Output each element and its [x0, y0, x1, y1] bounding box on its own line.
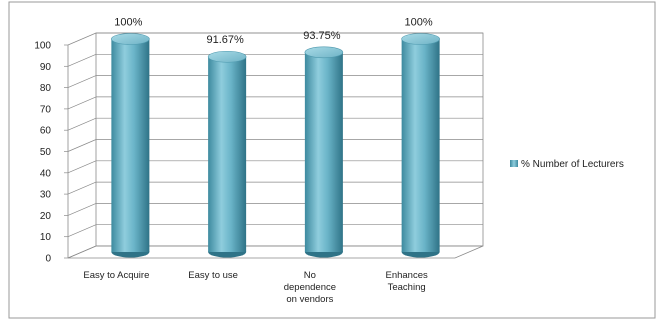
bar-body	[401, 39, 440, 252]
y-tick-label: 100	[34, 41, 51, 52]
legend-label: % Number of Lecturers	[521, 159, 624, 170]
data-label: 91.67%	[206, 34, 244, 46]
gridline-side	[67, 139, 97, 152]
bar	[304, 46, 344, 258]
bar-body	[111, 39, 150, 252]
y-tick-label: 10	[40, 232, 52, 243]
x-category-label: Easy to use	[188, 270, 238, 281]
bar-top	[401, 33, 440, 45]
bar-top	[207, 50, 247, 63]
data-labels: 100% 91.67% 93.75% 100%	[114, 17, 433, 47]
y-tick-label: 80	[40, 83, 52, 94]
x-category-label: Easy to Acquire	[83, 270, 149, 281]
gridline-side	[67, 160, 97, 174]
gridline-side	[67, 245, 97, 259]
y-tick-label: 20	[40, 211, 52, 222]
data-label: 93.75%	[303, 30, 341, 42]
gridline-side	[67, 203, 97, 216]
x-category-label: Enhances Teaching	[385, 270, 428, 293]
legend-swatch	[510, 160, 518, 167]
y-tick-label: 30	[40, 190, 52, 201]
y-tick-label: 70	[40, 104, 52, 115]
gridline-side	[67, 224, 97, 238]
bars	[111, 33, 440, 258]
gridline-side	[67, 181, 97, 195]
y-tick-label: 50	[40, 147, 52, 158]
gridline-side	[67, 117, 97, 131]
legend: % Number of Lecturers	[510, 159, 624, 170]
y-tick-label: 40	[40, 168, 52, 179]
data-label: 100%	[114, 17, 142, 29]
y-tick-label: 60	[40, 126, 52, 137]
data-label: 100%	[405, 17, 433, 29]
bar	[111, 33, 150, 258]
bar-body	[208, 56, 247, 252]
y-axis-ticks: 0 10 20 30 40 50 60 70 80 90 100	[34, 41, 51, 265]
bar	[207, 50, 247, 258]
x-category-label: No dependence on vendors	[284, 270, 336, 305]
bar-body	[304, 52, 343, 252]
y-tick-label: 90	[40, 62, 52, 73]
bar-top	[111, 33, 150, 45]
gridline-side	[67, 53, 97, 67]
gridline-side	[67, 96, 97, 110]
gridline-side	[67, 75, 97, 88]
y-tick-label: 0	[45, 254, 51, 265]
x-axis-categories: Easy to Acquire Easy to use No dependence on…	[83, 270, 428, 305]
bar-top	[304, 46, 344, 59]
bar	[401, 33, 440, 258]
gridline-side	[67, 32, 97, 46]
